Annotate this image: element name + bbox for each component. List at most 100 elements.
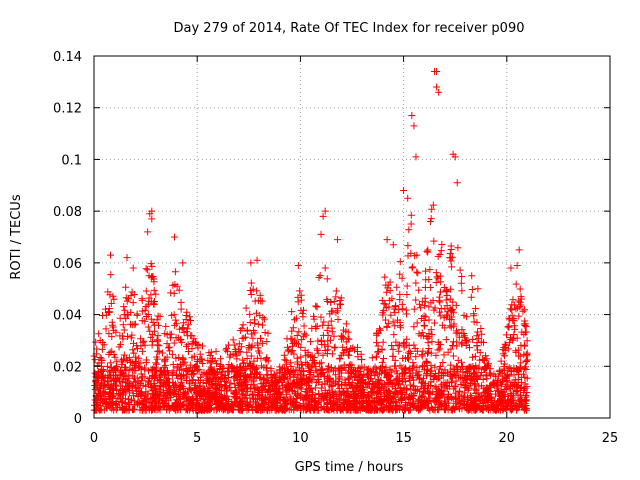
data-point — [304, 360, 312, 368]
data-point — [452, 329, 460, 337]
data-point — [442, 286, 450, 294]
data-point — [261, 401, 269, 409]
data-point — [499, 350, 507, 358]
data-point — [499, 405, 507, 413]
data-point — [471, 397, 479, 405]
data-point — [106, 348, 114, 356]
data-point — [107, 363, 115, 371]
data-point — [378, 296, 386, 304]
data-point — [377, 386, 385, 394]
data-point — [107, 300, 115, 308]
data-point — [413, 319, 421, 327]
data-point — [513, 334, 521, 342]
data-point — [199, 403, 207, 411]
data-point — [317, 230, 325, 238]
data-point — [201, 398, 209, 406]
data-point — [150, 286, 158, 294]
data-point — [298, 393, 306, 401]
data-point — [310, 357, 318, 365]
data-point — [230, 341, 238, 349]
data-point — [335, 375, 343, 383]
y-tick-label: 0 — [74, 412, 82, 427]
data-point — [137, 377, 145, 385]
data-point — [386, 378, 394, 386]
y-axis-ticks: 0 0.02 0.04 0.06 0.08 0.1 0.12 0.14 — [53, 50, 610, 427]
data-point — [138, 400, 146, 408]
data-point — [118, 385, 126, 393]
data-point — [133, 311, 141, 319]
data-point — [518, 403, 526, 411]
data-point — [205, 349, 213, 357]
data-point — [508, 367, 516, 375]
data-point — [396, 296, 404, 304]
data-point — [254, 339, 262, 347]
data-point — [133, 381, 141, 389]
data-point — [119, 406, 127, 414]
data-point — [324, 346, 332, 354]
data-point — [433, 68, 441, 76]
data-point — [440, 351, 448, 359]
data-point — [144, 301, 152, 309]
data-point — [189, 396, 197, 404]
data-point — [190, 335, 198, 343]
data-point — [405, 341, 413, 349]
data-point — [237, 373, 245, 381]
data-point — [442, 379, 450, 387]
data-point — [179, 259, 187, 267]
data-point — [521, 317, 529, 325]
data-point — [398, 395, 406, 403]
data-point — [340, 388, 348, 396]
data-point — [249, 285, 257, 293]
data-point — [177, 298, 185, 306]
data-point — [112, 381, 120, 389]
data-point — [230, 392, 238, 400]
data-point — [334, 236, 342, 244]
data-point — [249, 334, 257, 342]
data-point — [462, 342, 470, 350]
data-point — [453, 179, 461, 187]
data-point — [273, 405, 281, 413]
data-point — [420, 388, 428, 396]
data-point — [288, 327, 296, 335]
data-point — [154, 341, 162, 349]
data-point — [313, 303, 321, 311]
data-point — [365, 406, 373, 414]
data-point — [404, 354, 412, 362]
data-point — [205, 367, 213, 375]
data-point — [125, 398, 133, 406]
data-point — [477, 325, 485, 333]
data-point — [244, 363, 252, 371]
data-point — [372, 353, 380, 361]
data-point — [405, 395, 413, 403]
data-point — [103, 362, 111, 370]
data-point — [141, 317, 149, 325]
data-point — [284, 381, 292, 389]
data-point — [430, 306, 438, 314]
data-point — [328, 324, 336, 332]
data-point — [452, 301, 460, 309]
data-point — [332, 371, 340, 379]
x-tick-label: 0 — [90, 431, 98, 446]
data-point — [369, 387, 377, 395]
data-point — [110, 295, 118, 303]
data-point — [319, 351, 327, 359]
data-point — [504, 381, 512, 389]
data-point — [289, 399, 297, 407]
data-point — [300, 379, 308, 387]
data-point — [125, 384, 133, 392]
data-point — [256, 374, 264, 382]
data-point — [403, 335, 411, 343]
data-point — [404, 194, 412, 202]
data-point — [226, 351, 234, 359]
data-point — [520, 342, 528, 350]
data-point — [247, 259, 255, 267]
data-point — [374, 370, 382, 378]
data-point — [236, 327, 244, 335]
data-point — [156, 381, 164, 389]
data-point — [389, 318, 397, 326]
data-point — [175, 400, 183, 408]
data-point — [409, 359, 417, 367]
data-point — [493, 401, 501, 409]
data-point — [246, 310, 254, 318]
data-point — [297, 306, 305, 314]
